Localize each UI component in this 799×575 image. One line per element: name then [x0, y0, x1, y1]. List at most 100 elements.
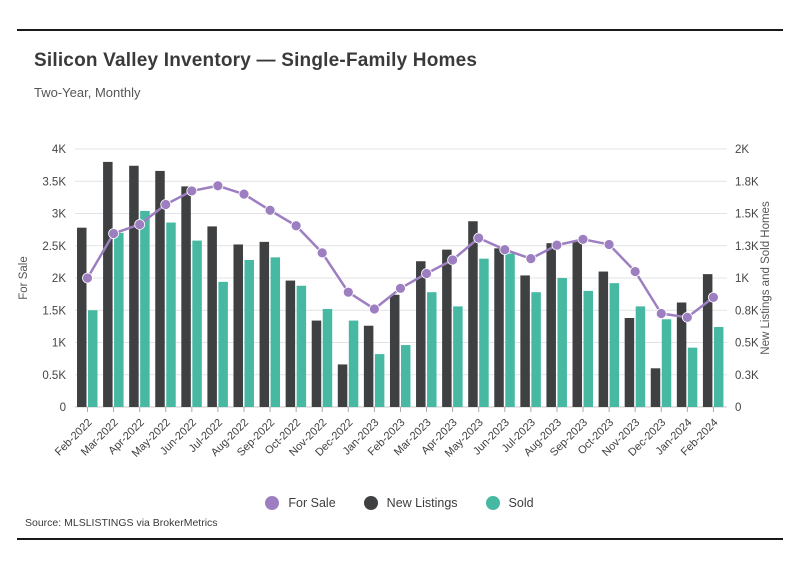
legend-item-sold[interactable]: Sold	[485, 496, 534, 510]
legend-dot-icon	[363, 496, 378, 510]
y-axis-tick-label-left: 0.5K	[42, 370, 66, 382]
bar-sold[interactable]	[661, 319, 672, 407]
bar-sold[interactable]	[114, 232, 124, 407]
bar-sold[interactable]	[348, 320, 359, 407]
legend-item-for-sale[interactable]: For Sale	[265, 496, 336, 510]
point-for-sale[interactable]	[264, 204, 276, 216]
bar-new-listings[interactable]	[259, 241, 270, 407]
bar-new-listings[interactable]	[233, 244, 243, 407]
bar-new-listings[interactable]	[572, 240, 583, 407]
y-axis-tick-label-left: 2K	[52, 273, 66, 285]
y-axis-tick-label-right: 0.5K	[735, 338, 759, 350]
bar-new-listings[interactable]	[389, 294, 400, 407]
bar-new-listings[interactable]	[155, 170, 165, 407]
legend-label: New Listings	[386, 496, 458, 510]
point-for-sale[interactable]	[82, 272, 93, 284]
bar-new-listings[interactable]	[363, 325, 374, 407]
bar-sold[interactable]	[635, 306, 646, 407]
point-for-sale[interactable]	[447, 254, 459, 266]
bar-sold[interactable]	[583, 290, 594, 407]
top-rule	[17, 29, 783, 31]
bar-new-listings[interactable]	[624, 317, 635, 407]
point-for-sale[interactable]	[290, 220, 302, 232]
y-axis-tick-label-right: 2K	[735, 144, 749, 156]
legend-label: For Sale	[288, 496, 336, 510]
bar-sold[interactable]	[140, 210, 150, 407]
y-axis-tick-label-left: 3.5K	[42, 176, 66, 188]
point-for-sale[interactable]	[395, 282, 406, 294]
bar-new-listings[interactable]	[285, 280, 296, 407]
chart-area: 0 0 0.5K 0.3K 1K 0.5K 1.5K 0.8K 2K 1K 2.5K 1.3K 3K 1.…	[0, 120, 799, 490]
point-for-sale[interactable]	[186, 185, 198, 197]
point-for-sale[interactable]	[629, 266, 641, 277]
bar-sold[interactable]	[453, 306, 463, 407]
bar-new-listings[interactable]	[520, 275, 530, 407]
bar-sold[interactable]	[166, 222, 176, 407]
point-for-sale[interactable]	[108, 228, 119, 239]
bar-new-listings[interactable]	[311, 320, 322, 407]
y-axis-tick-label-left: 4K	[52, 144, 66, 156]
point-for-sale[interactable]	[316, 247, 328, 259]
y-axis-tick-label-right: 0	[735, 402, 741, 414]
bar-new-listings[interactable]	[181, 186, 191, 407]
bar-sold[interactable]	[427, 292, 437, 407]
bar-sold[interactable]	[88, 310, 98, 407]
y-axis-tick-label-right: 0.3K	[735, 370, 759, 382]
bar-sold[interactable]	[270, 257, 281, 407]
bar-sold[interactable]	[374, 354, 385, 407]
bottom-rule	[17, 538, 783, 540]
bar-new-listings[interactable]	[77, 227, 87, 407]
bar-sold[interactable]	[322, 308, 333, 407]
bar-sold[interactable]	[687, 347, 698, 407]
bar-sold[interactable]	[531, 292, 541, 407]
legend-dot-icon	[485, 496, 500, 510]
bar-sold[interactable]	[479, 258, 489, 407]
bar-new-listings[interactable]	[676, 302, 687, 407]
bar-sold[interactable]	[218, 281, 228, 407]
y-axis-tick-label-right: 1.5K	[735, 209, 759, 221]
bar-new-listings[interactable]	[650, 368, 661, 407]
bar-new-listings[interactable]	[494, 248, 504, 407]
legend-item-new-listings[interactable]: New Listings	[363, 496, 458, 510]
point-for-sale[interactable]	[342, 286, 354, 298]
point-for-sale[interactable]	[603, 239, 615, 250]
bar-new-listings[interactable]	[416, 261, 426, 407]
bar-new-listings[interactable]	[337, 364, 348, 407]
bar-new-listings[interactable]	[702, 274, 713, 407]
bar-sold[interactable]	[296, 285, 307, 407]
point-for-sale[interactable]	[708, 291, 719, 303]
point-for-sale[interactable]	[134, 219, 146, 230]
y-axis-tick-label-left: 3K	[52, 209, 66, 221]
bar-new-listings[interactable]	[468, 221, 478, 407]
point-for-sale[interactable]	[551, 239, 563, 251]
bar-new-listings[interactable]	[546, 243, 556, 407]
legend-dot-icon	[265, 496, 280, 510]
bar-sold[interactable]	[400, 345, 411, 407]
bar-sold[interactable]	[244, 259, 254, 407]
point-for-sale[interactable]	[499, 244, 511, 256]
bar-new-listings[interactable]	[129, 165, 139, 407]
axis-title-right: New Listings and Sold Homes	[760, 201, 772, 355]
point-for-sale[interactable]	[160, 199, 172, 210]
bar-sold[interactable]	[713, 327, 724, 407]
point-for-sale[interactable]	[212, 180, 224, 192]
point-for-sale[interactable]	[238, 188, 250, 200]
bar-new-listings[interactable]	[598, 271, 609, 407]
bar-sold[interactable]	[609, 283, 620, 407]
point-for-sale[interactable]	[473, 232, 485, 244]
bar-sold[interactable]	[192, 240, 202, 407]
y-axis-tick-label-left: 1.5K	[42, 305, 66, 317]
axis-title-left: For Sale	[18, 256, 30, 299]
point-for-sale[interactable]	[655, 308, 667, 319]
bar-new-listings[interactable]	[442, 249, 452, 407]
point-for-sale[interactable]	[577, 233, 589, 245]
point-for-sale[interactable]	[421, 268, 432, 279]
point-for-sale[interactable]	[525, 253, 537, 265]
bar-new-listings[interactable]	[103, 161, 113, 407]
point-for-sale[interactable]	[681, 311, 693, 323]
bar-sold[interactable]	[505, 253, 515, 407]
bar-sold[interactable]	[557, 278, 567, 407]
bar-new-listings[interactable]	[207, 226, 217, 407]
point-for-sale[interactable]	[368, 303, 380, 315]
y-axis-tick-label-right: 0.8K	[735, 305, 759, 317]
